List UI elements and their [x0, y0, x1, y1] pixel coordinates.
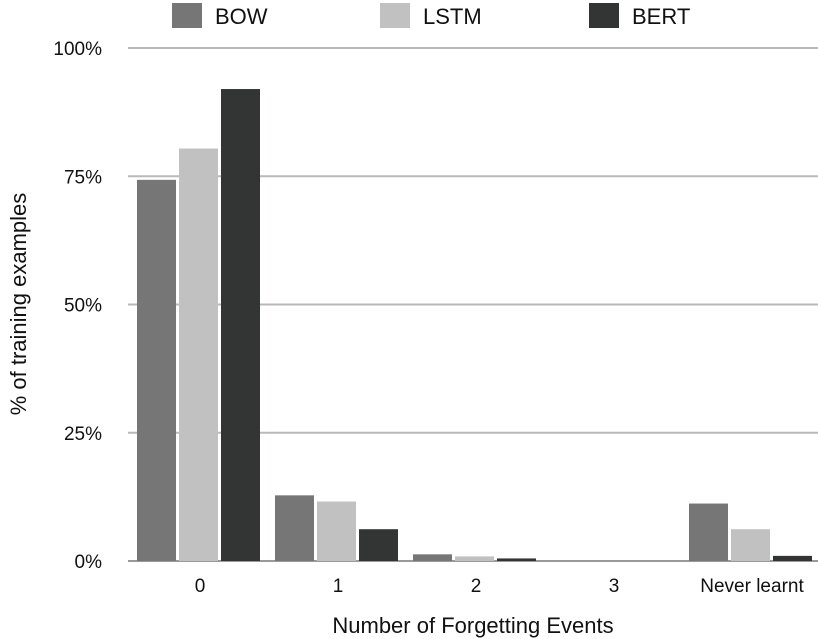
bar [359, 529, 398, 561]
y-axis-ticks: 0% 25% 50% 75% 100% [53, 39, 102, 573]
y-tick-label: 100% [53, 39, 102, 60]
y-tick-label: 25% [64, 424, 102, 445]
x-tick-label: 1 [333, 576, 344, 597]
legend-swatch [380, 3, 410, 28]
bar [137, 179, 176, 561]
x-tick-label: 2 [471, 576, 482, 597]
legend-label: BERT [632, 4, 690, 29]
bar [773, 555, 812, 561]
legend-label: LSTM [423, 4, 482, 29]
y-axis-title: % of training examples [6, 193, 31, 416]
x-tick-label: Never learnt [700, 576, 804, 597]
bar [413, 554, 452, 561]
x-tick-label: 0 [195, 576, 206, 597]
bar [179, 148, 218, 561]
legend: BOW LSTM BERT [172, 3, 690, 29]
legend-swatch [172, 3, 202, 28]
bar [275, 495, 314, 561]
bar [497, 558, 536, 561]
y-tick-label: 50% [64, 296, 102, 317]
x-axis-ticks: 0 1 2 3 Never learnt [195, 576, 805, 597]
legend-swatch [589, 3, 619, 28]
bars [137, 89, 812, 561]
legend-label: BOW [215, 4, 268, 29]
y-tick-label: 75% [64, 167, 102, 188]
x-tick-label: 3 [609, 576, 620, 597]
bar [689, 503, 728, 561]
bar [221, 89, 260, 561]
bar [317, 501, 356, 561]
bar [455, 556, 494, 561]
y-tick-label: 0% [75, 552, 103, 573]
bar [731, 529, 770, 561]
x-axis-title: Number of Forgetting Events [332, 613, 613, 638]
